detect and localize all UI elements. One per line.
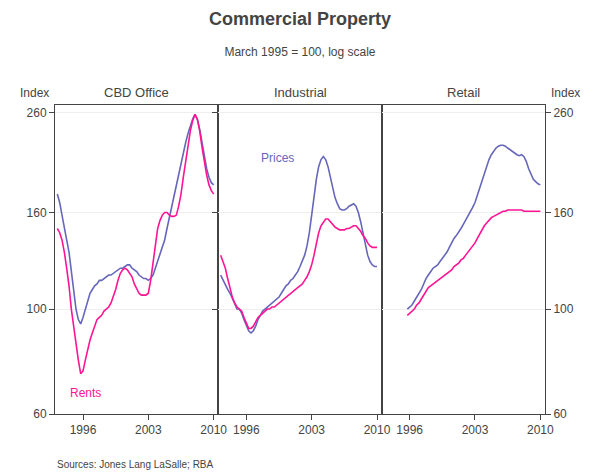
svg-text:160: 160 — [553, 206, 573, 220]
svg-text:1996: 1996 — [396, 423, 423, 437]
svg-text:260: 260 — [553, 106, 573, 120]
svg-text:260: 260 — [27, 106, 47, 120]
svg-text:2003: 2003 — [135, 423, 162, 437]
svg-text:60: 60 — [33, 407, 47, 421]
svg-text:Retail: Retail — [447, 85, 480, 100]
svg-text:Industrial: Industrial — [274, 85, 327, 100]
svg-text:2003: 2003 — [462, 423, 489, 437]
svg-text:1996: 1996 — [233, 423, 260, 437]
svg-text:Index: Index — [551, 86, 580, 100]
svg-text:2003: 2003 — [298, 423, 325, 437]
svg-text:March 1995 = 100, log scale: March 1995 = 100, log scale — [224, 45, 375, 59]
svg-text:Rents: Rents — [70, 386, 101, 400]
svg-text:2010: 2010 — [200, 423, 227, 437]
svg-text:160: 160 — [27, 206, 47, 220]
svg-text:100: 100 — [553, 302, 573, 316]
svg-text:CBD Office: CBD Office — [104, 85, 169, 100]
svg-text:60: 60 — [553, 407, 567, 421]
svg-text:Sources: Jones Lang LaSalle; R: Sources: Jones Lang LaSalle; RBA — [57, 459, 214, 470]
svg-text:Prices: Prices — [261, 151, 294, 165]
svg-text:2010: 2010 — [527, 423, 554, 437]
svg-text:Commercial Property: Commercial Property — [209, 9, 391, 29]
svg-text:Index: Index — [20, 86, 49, 100]
svg-text:1996: 1996 — [70, 423, 97, 437]
svg-text:2010: 2010 — [364, 423, 391, 437]
svg-text:100: 100 — [27, 302, 47, 316]
